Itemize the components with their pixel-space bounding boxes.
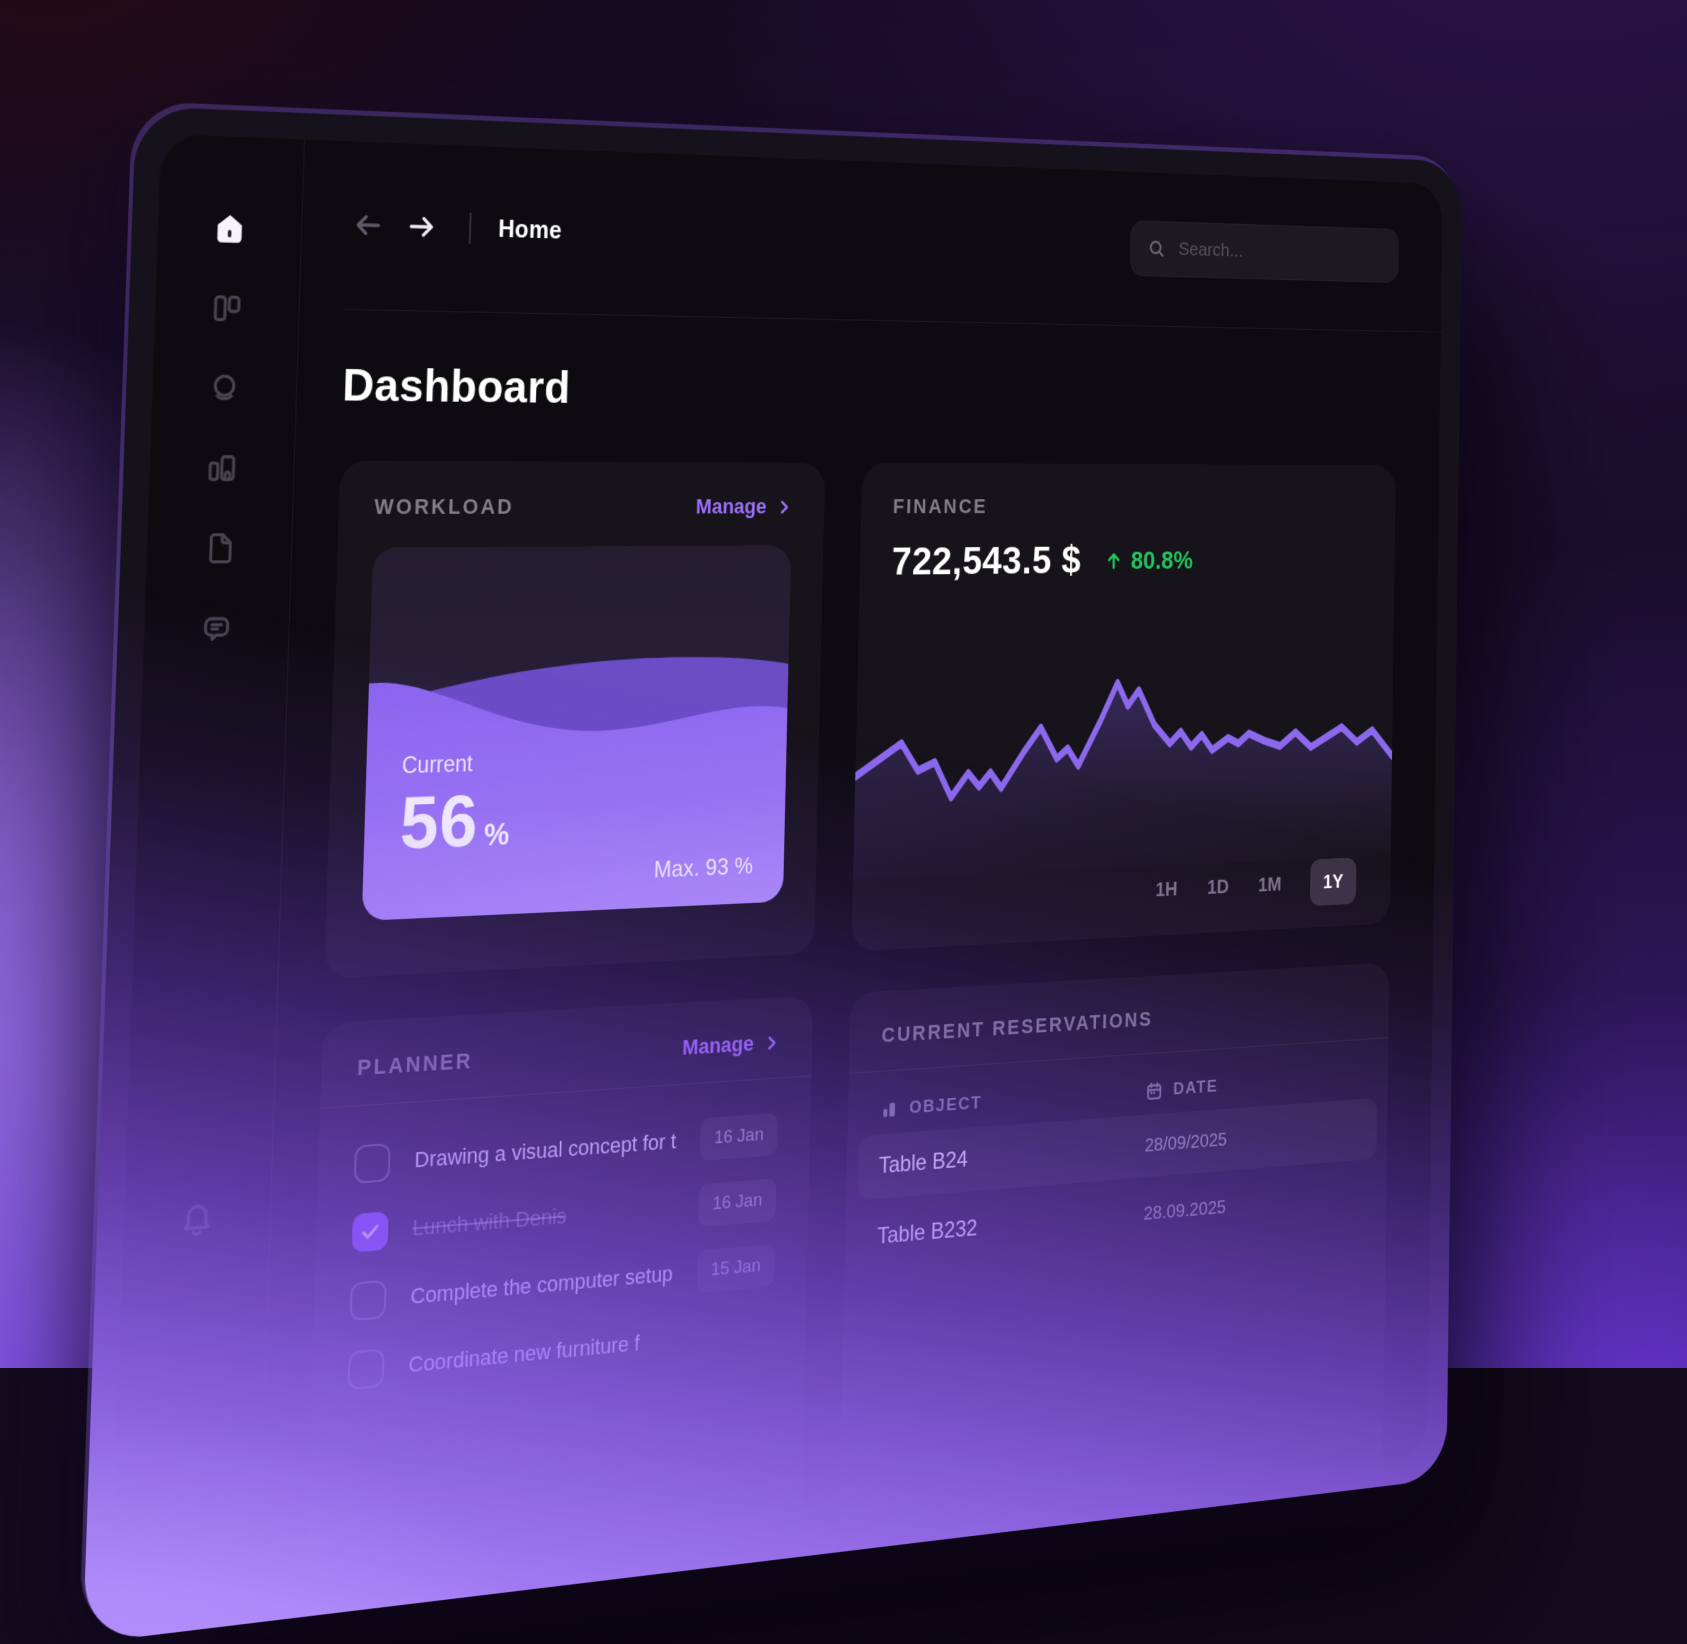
workload-title: WORKLOAD xyxy=(373,494,515,519)
task-list: Drawing a visual concept for the service… xyxy=(347,1101,779,1405)
finance-change-value: 80.8% xyxy=(1130,545,1194,575)
workload-max: Max. 93 % xyxy=(653,853,754,884)
page-title: Dashboard xyxy=(341,358,572,413)
sidebar-item-documents[interactable] xyxy=(191,520,247,576)
arrow-right-icon xyxy=(406,210,438,244)
sidebar-item-library[interactable] xyxy=(194,440,250,496)
planner-title: PLANNER xyxy=(356,1048,474,1081)
breadcrumb: Home xyxy=(497,215,563,244)
reservation-date: 28/09/2025 xyxy=(1144,1128,1228,1157)
task-date: 16 Jan xyxy=(699,1112,779,1162)
manage-label: Manage xyxy=(695,494,767,519)
current-value: 56 xyxy=(399,779,480,865)
finance-amount: 722,543.5 $ xyxy=(891,538,1082,584)
planner-card: PLANNER Manage Drawing a visual concept … xyxy=(303,995,814,1614)
finance-title: FINANCE xyxy=(892,494,988,518)
current-label: Current xyxy=(401,750,474,779)
chevron-right-icon xyxy=(763,1033,780,1052)
workload-current: Current 56 % xyxy=(399,749,512,865)
forward-button[interactable] xyxy=(401,205,443,249)
finance-area-fill xyxy=(853,676,1394,880)
finance-card: FINANCE 722,543.5 $ 80.8% xyxy=(851,462,1396,952)
cards-grid: WORKLOAD Manage xyxy=(303,460,1396,1614)
task-label: Lunch with Denis xyxy=(412,1203,567,1241)
kanban-board-icon xyxy=(210,291,244,326)
app-window: Home Dashboard WORKLOAD Ma xyxy=(109,132,1444,1614)
chevron-right-icon xyxy=(776,498,793,516)
library-icon xyxy=(205,451,239,485)
task-checkbox[interactable] xyxy=(347,1348,385,1391)
task-date: 15 Jan xyxy=(696,1243,775,1294)
breadcrumb-divider xyxy=(468,212,472,244)
object-column-header: OBJECT xyxy=(880,1082,1146,1121)
sidebar-item-notifications[interactable] xyxy=(169,1187,226,1249)
calendar-icon xyxy=(1145,1081,1163,1102)
range-buttons: 1H 1D 1M 1Y xyxy=(1155,857,1357,913)
task-checkbox[interactable] xyxy=(351,1211,389,1253)
workload-manage-button[interactable]: Manage xyxy=(696,494,793,519)
range-1h[interactable]: 1H xyxy=(1155,877,1178,901)
laptop-device: Home Dashboard WORKLOAD Ma xyxy=(82,106,1463,1644)
home-icon xyxy=(217,214,243,243)
workload-chart: Current 56 % Max. 93 % xyxy=(361,545,792,921)
object-column-label: OBJECT xyxy=(909,1093,983,1118)
search-icon xyxy=(1147,238,1166,260)
sidebar-item-messages[interactable] xyxy=(188,600,244,657)
reservation-rows: Table B24 28/09/2025 Table B232 28.09.20… xyxy=(857,1097,1378,1269)
bell-icon xyxy=(179,1198,215,1238)
main-content: Home Dashboard WORKLOAD Ma xyxy=(259,139,1444,1614)
sidebar-item-home[interactable] xyxy=(202,200,258,257)
back-button[interactable] xyxy=(347,203,389,247)
sidebar-item-profile[interactable] xyxy=(197,360,253,417)
task-date: 16 Jan xyxy=(698,1178,777,1228)
document-icon xyxy=(202,531,236,565)
range-1d[interactable]: 1D xyxy=(1206,874,1230,899)
arrow-left-icon xyxy=(352,208,385,242)
search-field[interactable] xyxy=(1176,237,1383,267)
task-label: Complete the computer setup in Office B1… xyxy=(410,1261,674,1309)
date-column-label: DATE xyxy=(1173,1076,1219,1100)
sidebar-item-boards[interactable] xyxy=(199,280,255,337)
workload-card: WORKLOAD Manage xyxy=(324,460,826,979)
range-1y[interactable]: 1Y xyxy=(1309,857,1357,907)
date-column-header: DATE xyxy=(1145,1067,1359,1102)
finance-change: 80.8% xyxy=(1103,546,1193,576)
user-circle-icon xyxy=(208,371,242,405)
reservations-card: CURRENT RESERVATIONS OBJECT xyxy=(837,962,1390,1568)
search-input[interactable] xyxy=(1129,220,1399,283)
reservations-title: CURRENT RESERVATIONS xyxy=(881,1007,1153,1048)
manage-label: Manage xyxy=(682,1031,755,1060)
range-1m[interactable]: 1M xyxy=(1257,872,1282,896)
topbar: Home xyxy=(344,140,1444,333)
task-checkbox[interactable] xyxy=(353,1143,391,1184)
finance-line-chart xyxy=(853,634,1394,880)
current-unit: % xyxy=(483,817,510,853)
chat-icon xyxy=(200,611,234,646)
planner-manage-button[interactable]: Manage xyxy=(682,1030,780,1061)
reservation-date: 28.09.2025 xyxy=(1143,1196,1227,1225)
check-icon xyxy=(359,1219,382,1245)
reservation-object: Table B24 xyxy=(878,1146,968,1179)
reservation-object: Table B232 xyxy=(876,1215,978,1250)
trend-up-icon xyxy=(1103,549,1124,573)
task-label: Drawing a visual concept for the service xyxy=(414,1128,678,1173)
object-icon xyxy=(883,1102,896,1118)
task-label: Coordinate new furniture f xyxy=(408,1330,641,1378)
task-checkbox[interactable] xyxy=(349,1279,387,1322)
